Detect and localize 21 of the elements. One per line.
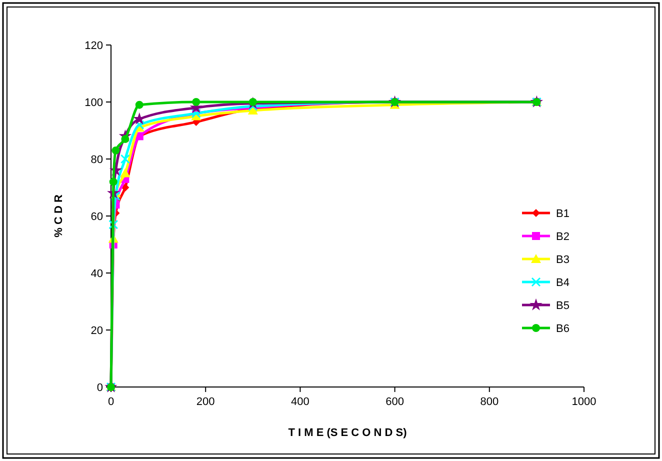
x-tick-label: 1000 — [572, 396, 596, 408]
x-tick-label: 200 — [196, 396, 215, 408]
y-tick-label: 20 — [90, 325, 103, 337]
x-axis-title: T I M E (S E C O N D S) — [288, 427, 408, 439]
legend-label: B2 — [556, 231, 570, 243]
y-tick-label: 80 — [90, 154, 103, 166]
y-tick-label: 120 — [84, 40, 103, 52]
legend-label: B4 — [556, 277, 570, 289]
x-tick-label: 600 — [386, 396, 404, 408]
legend-label: B1 — [556, 208, 570, 220]
y-tick-label: 40 — [90, 268, 103, 280]
y-tick-label: 60 — [90, 211, 103, 223]
y-axis-title: % C D R — [53, 194, 65, 238]
x-tick-label: 0 — [108, 396, 114, 408]
y-tick-label: 100 — [84, 97, 103, 109]
legend-label: B3 — [556, 254, 570, 266]
x-tick-label: 800 — [480, 396, 499, 408]
legend-label: B6 — [556, 323, 570, 335]
legend-label: B5 — [556, 300, 570, 312]
y-tick-label: 0 — [96, 382, 103, 394]
x-tick-label: 400 — [291, 396, 310, 408]
